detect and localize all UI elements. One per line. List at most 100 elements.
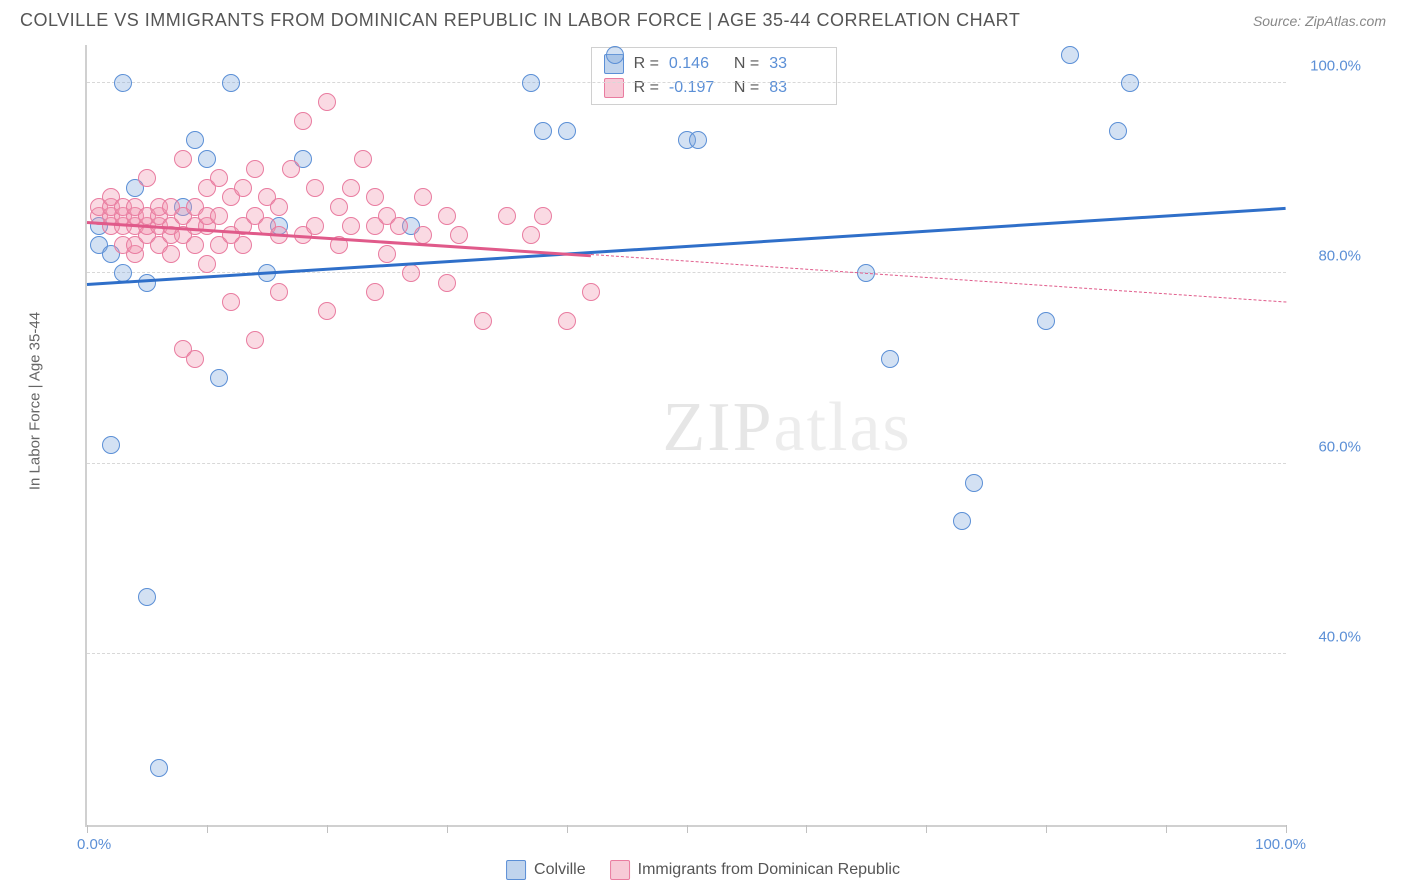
x-tick bbox=[1046, 825, 1047, 833]
swatch-dominican-icon bbox=[610, 860, 630, 880]
data-point bbox=[953, 512, 971, 530]
data-point bbox=[186, 350, 204, 368]
data-point bbox=[522, 74, 540, 92]
x-axis-min-label: 0.0% bbox=[77, 836, 111, 853]
data-point bbox=[558, 122, 576, 140]
data-point bbox=[114, 74, 132, 92]
x-tick bbox=[1166, 825, 1167, 833]
data-point bbox=[402, 264, 420, 282]
data-point bbox=[534, 207, 552, 225]
data-point bbox=[198, 255, 216, 273]
data-point bbox=[342, 217, 360, 235]
y-axis-title: In Labor Force | Age 35-44 bbox=[27, 312, 44, 490]
chart-container: In Labor Force | Age 35-44 ZIPatlas R = … bbox=[45, 45, 1386, 847]
data-point bbox=[210, 169, 228, 187]
y-axis-label: 60.0% bbox=[1318, 438, 1361, 455]
gridline bbox=[87, 653, 1286, 654]
data-point bbox=[498, 207, 516, 225]
data-point bbox=[582, 283, 600, 301]
x-tick bbox=[87, 825, 88, 833]
data-point bbox=[186, 131, 204, 149]
data-point bbox=[198, 150, 216, 168]
data-point bbox=[174, 150, 192, 168]
stats-legend: R = 0.146 N = 33 R = -0.197 N = 83 bbox=[591, 47, 838, 105]
data-point bbox=[1121, 74, 1139, 92]
data-point bbox=[246, 331, 264, 349]
data-point bbox=[186, 236, 204, 254]
data-point bbox=[438, 274, 456, 292]
data-point bbox=[306, 179, 324, 197]
y-axis-label: 40.0% bbox=[1318, 628, 1361, 645]
data-point bbox=[534, 122, 552, 140]
data-point bbox=[306, 217, 324, 235]
data-point bbox=[318, 93, 336, 111]
x-tick bbox=[327, 825, 328, 833]
data-point bbox=[606, 46, 624, 64]
data-point bbox=[222, 293, 240, 311]
data-point bbox=[342, 179, 360, 197]
data-point bbox=[438, 207, 456, 225]
data-point bbox=[294, 112, 312, 130]
y-axis-label: 80.0% bbox=[1318, 248, 1361, 265]
chart-title: COLVILLE VS IMMIGRANTS FROM DOMINICAN RE… bbox=[20, 10, 1020, 31]
data-point bbox=[965, 474, 983, 492]
x-tick bbox=[567, 825, 568, 833]
stats-row-1: R = 0.146 N = 33 bbox=[604, 52, 825, 76]
data-point bbox=[522, 226, 540, 244]
gridline bbox=[87, 463, 1286, 464]
data-point bbox=[318, 302, 336, 320]
data-point bbox=[558, 312, 576, 330]
data-point bbox=[270, 283, 288, 301]
data-point bbox=[234, 179, 252, 197]
watermark-bold: ZIP bbox=[663, 389, 774, 466]
stats-row-2: R = -0.197 N = 83 bbox=[604, 76, 825, 100]
data-point bbox=[138, 588, 156, 606]
watermark-thin: atlas bbox=[774, 389, 912, 466]
data-point bbox=[689, 131, 707, 149]
x-tick bbox=[207, 825, 208, 833]
data-point bbox=[330, 198, 348, 216]
swatch-dominican-icon bbox=[604, 78, 624, 98]
data-point bbox=[474, 312, 492, 330]
swatch-colville-icon bbox=[506, 860, 526, 880]
source-attribution: Source: ZipAtlas.com bbox=[1253, 13, 1386, 29]
data-point bbox=[366, 283, 384, 301]
legend-item-dominican: Immigrants from Dominican Republic bbox=[610, 860, 900, 880]
x-tick bbox=[1286, 825, 1287, 833]
data-point bbox=[450, 226, 468, 244]
data-point bbox=[378, 245, 396, 263]
data-point bbox=[1037, 312, 1055, 330]
data-point bbox=[390, 217, 408, 235]
data-point bbox=[222, 74, 240, 92]
data-point bbox=[414, 188, 432, 206]
data-point bbox=[282, 160, 300, 178]
data-point bbox=[881, 350, 899, 368]
data-point bbox=[102, 436, 120, 454]
data-point bbox=[162, 245, 180, 263]
n-label: N = bbox=[734, 55, 759, 73]
x-tick bbox=[687, 825, 688, 833]
x-tick bbox=[926, 825, 927, 833]
data-point bbox=[210, 207, 228, 225]
legend-item-colville: Colville bbox=[506, 860, 586, 880]
data-point bbox=[150, 759, 168, 777]
data-point bbox=[138, 169, 156, 187]
y-axis-label: 100.0% bbox=[1310, 58, 1361, 75]
r-value-1: 0.146 bbox=[669, 55, 724, 73]
r-label: R = bbox=[634, 55, 659, 73]
x-tick bbox=[806, 825, 807, 833]
legend-label-1: Colville bbox=[534, 861, 586, 879]
chart-header: COLVILLE VS IMMIGRANTS FROM DOMINICAN RE… bbox=[0, 0, 1406, 36]
n-value-1: 33 bbox=[769, 55, 824, 73]
data-point bbox=[138, 274, 156, 292]
data-point bbox=[246, 160, 264, 178]
data-point bbox=[366, 188, 384, 206]
data-point bbox=[234, 236, 252, 254]
legend-label-2: Immigrants from Dominican Republic bbox=[638, 861, 900, 879]
plot-area: ZIPatlas R = 0.146 N = 33 R = -0.197 N =… bbox=[85, 45, 1286, 827]
data-point bbox=[210, 369, 228, 387]
regression-line-extrapolated bbox=[591, 254, 1286, 303]
data-point bbox=[354, 150, 372, 168]
data-point bbox=[1109, 122, 1127, 140]
series-legend: Colville Immigrants from Dominican Repub… bbox=[506, 860, 900, 880]
